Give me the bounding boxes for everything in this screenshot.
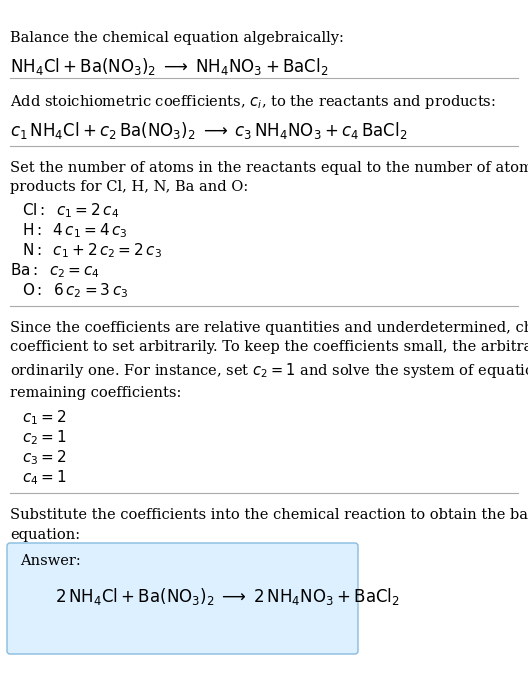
Text: Add stoichiometric coefficients, $c_i$, to the reactants and products:: Add stoichiometric coefficients, $c_i$, … xyxy=(10,93,496,111)
Text: $\mathrm{N:}\;\; c_1 + 2\,c_2 = 2\,c_3$: $\mathrm{N:}\;\; c_1 + 2\,c_2 = 2\,c_3$ xyxy=(22,241,162,260)
Text: $c_1 = 2$: $c_1 = 2$ xyxy=(22,408,67,427)
Text: Since the coefficients are relative quantities and underdetermined, choose a
coe: Since the coefficients are relative quan… xyxy=(10,321,528,400)
Text: $c_1\,\mathrm{NH_4Cl} + c_2\,\mathrm{Ba(NO_3)_2} \;\longrightarrow\; c_3\,\mathr: $c_1\,\mathrm{NH_4Cl} + c_2\,\mathrm{Ba(… xyxy=(10,120,408,141)
Text: Set the number of atoms in the reactants equal to the number of atoms in the
pro: Set the number of atoms in the reactants… xyxy=(10,161,528,195)
Text: $\mathrm{Cl:}\;\; c_1 = 2\,c_4$: $\mathrm{Cl:}\;\; c_1 = 2\,c_4$ xyxy=(22,201,119,220)
Text: Substitute the coefficients into the chemical reaction to obtain the balanced
eq: Substitute the coefficients into the che… xyxy=(10,508,528,541)
Text: $\mathrm{Ba:}\;\; c_2 = c_4$: $\mathrm{Ba:}\;\; c_2 = c_4$ xyxy=(10,261,100,280)
Text: Balance the chemical equation algebraically:: Balance the chemical equation algebraica… xyxy=(10,31,344,45)
Text: $\mathrm{O:}\;\; 6\,c_2 = 3\,c_3$: $\mathrm{O:}\;\; 6\,c_2 = 3\,c_3$ xyxy=(22,281,128,299)
Text: $c_4 = 1$: $c_4 = 1$ xyxy=(22,468,67,487)
Text: $\mathrm{NH_4Cl + Ba(NO_3)_2 \;\longrightarrow\; NH_4NO_3 + BaCl_2}$: $\mathrm{NH_4Cl + Ba(NO_3)_2 \;\longrigh… xyxy=(10,56,328,77)
Text: $c_2 = 1$: $c_2 = 1$ xyxy=(22,428,67,447)
Text: Answer:: Answer: xyxy=(20,554,81,568)
Text: $2\,\mathrm{NH_4Cl + Ba(NO_3)_2 \;\longrightarrow\; 2\,NH_4NO_3 + BaCl_2}$: $2\,\mathrm{NH_4Cl + Ba(NO_3)_2 \;\longr… xyxy=(55,586,400,607)
FancyBboxPatch shape xyxy=(7,543,358,654)
Text: $\mathrm{H:}\;\; 4\,c_1 = 4\,c_3$: $\mathrm{H:}\;\; 4\,c_1 = 4\,c_3$ xyxy=(22,221,128,240)
Text: $c_3 = 2$: $c_3 = 2$ xyxy=(22,448,67,466)
